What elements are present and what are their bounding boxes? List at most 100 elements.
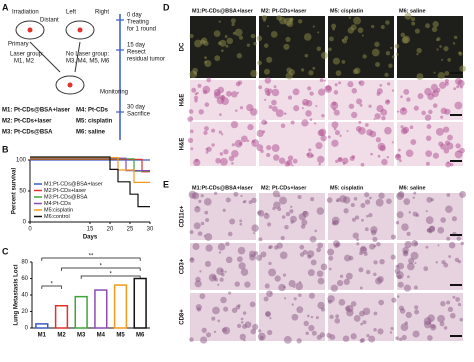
texture (266, 153, 271, 158)
texture (338, 298, 346, 306)
texture (191, 87, 197, 93)
texture (399, 107, 408, 115)
texture (356, 238, 360, 241)
texture (206, 332, 212, 338)
texture (329, 314, 334, 320)
texture (432, 152, 440, 159)
texture (206, 77, 212, 83)
texture (237, 80, 243, 85)
texture (260, 251, 267, 258)
x-tick-label: 25 (127, 227, 134, 233)
texture (414, 262, 417, 265)
timeline-day: 15 day (127, 43, 145, 49)
texture (454, 257, 460, 263)
texture (287, 95, 293, 100)
texture (437, 226, 445, 234)
significance-bracket (80, 275, 141, 279)
texture (233, 191, 239, 197)
texture (396, 295, 400, 298)
y-tick-label: 80 (21, 260, 28, 266)
label: M1, M2 (14, 59, 35, 65)
texture (285, 36, 291, 43)
texture (297, 19, 303, 24)
texture (200, 336, 208, 344)
texture (360, 338, 366, 343)
texture (320, 307, 325, 312)
legend-label: M6:control (44, 214, 70, 220)
texture (371, 24, 375, 29)
timeline-text: Resect (127, 50, 146, 56)
texture (238, 262, 246, 270)
y-tick-label: 100 (16, 158, 27, 164)
texture (309, 118, 313, 121)
texture (229, 218, 236, 225)
texture (225, 256, 233, 264)
texture (405, 149, 414, 158)
texture (443, 46, 449, 52)
texture (387, 82, 391, 86)
texture (267, 88, 273, 94)
legend-label: M3:Pt-CDs@BSA (44, 194, 88, 200)
texture (369, 243, 376, 250)
texture (220, 95, 226, 101)
texture (242, 311, 247, 315)
texture (314, 229, 318, 233)
texture (444, 70, 450, 76)
y-tick-label: 40 (21, 293, 28, 299)
texture (200, 194, 204, 198)
texture (271, 88, 280, 97)
texture (368, 196, 372, 200)
texture (406, 231, 411, 237)
texture (204, 210, 209, 215)
texture (236, 256, 243, 263)
texture (243, 200, 247, 204)
texture (335, 70, 342, 76)
texture (220, 296, 227, 304)
texture (375, 137, 381, 143)
column-header: M5: cisplatin (330, 185, 364, 191)
texture (327, 135, 331, 139)
texture (361, 218, 364, 222)
texture (187, 137, 194, 143)
texture (456, 236, 461, 241)
label: Primary (8, 42, 29, 48)
texture (310, 259, 317, 266)
texture (253, 41, 257, 46)
texture (308, 70, 314, 76)
texture (211, 316, 216, 321)
texture (194, 99, 198, 103)
column-header: M1:Pt-CDs@BSA+laser (192, 185, 254, 191)
texture (425, 161, 430, 166)
texture (386, 156, 390, 159)
texture (454, 77, 462, 85)
texture (214, 191, 218, 195)
texture (329, 334, 336, 341)
texture (365, 123, 369, 127)
texture (262, 130, 266, 134)
texture (456, 85, 460, 89)
group-label: M5: cisplatin (76, 119, 113, 125)
texture (307, 269, 315, 277)
texture (273, 85, 277, 89)
texture (193, 71, 197, 76)
texture (402, 126, 410, 134)
texture (239, 106, 244, 110)
texture (303, 320, 309, 327)
texture (425, 150, 433, 157)
texture (360, 162, 365, 167)
texture (386, 198, 392, 205)
texture (240, 194, 243, 197)
texture (409, 125, 414, 130)
texture (446, 236, 451, 241)
texture (358, 127, 366, 135)
texture (271, 99, 277, 106)
texture (306, 250, 315, 258)
x-tick-label: M4 (97, 333, 106, 339)
texture (437, 244, 440, 247)
texture (295, 282, 304, 291)
texture (292, 158, 298, 164)
texture (379, 84, 383, 87)
image (190, 16, 256, 78)
texture (221, 133, 224, 136)
texture (396, 192, 404, 200)
